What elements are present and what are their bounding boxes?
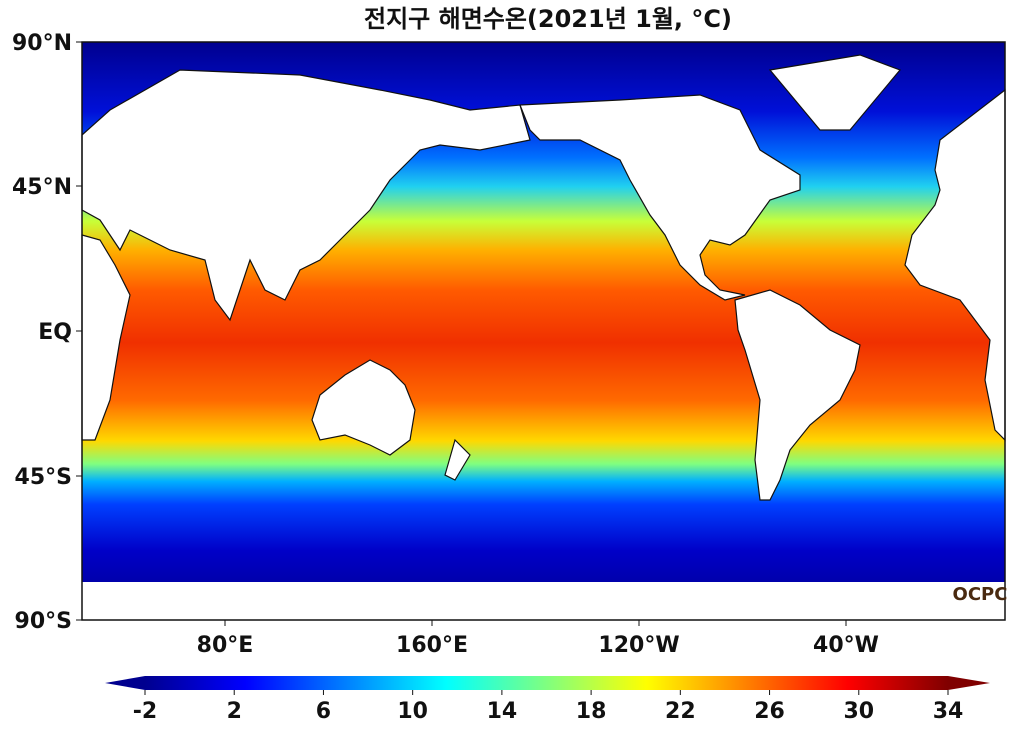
colorbar-tick-label: 34 — [933, 699, 964, 724]
title: 전지구 해면수온(2021년 1월, °C) — [364, 5, 732, 33]
africa — [81, 234, 131, 441]
x-tick-label: 120°W — [598, 633, 679, 658]
colorbar-tick-label: 18 — [576, 699, 607, 724]
colorbar-tick-label: 10 — [397, 699, 428, 724]
colorbar-tick-label: 2 — [227, 699, 242, 724]
credit: OCPC — [953, 584, 1008, 605]
antarctica — [82, 582, 1005, 620]
colorbar-tick-label: -2 — [133, 699, 157, 724]
y-tick-label: 90°S — [15, 609, 72, 634]
x-tick-label: 80°E — [197, 633, 254, 658]
australia — [311, 359, 416, 456]
colorbar-tick-label: 6 — [316, 699, 331, 724]
colorbar-tick-label: 26 — [754, 699, 785, 724]
y-tick-label: EQ — [38, 320, 72, 345]
y-tick-label: 90°N — [12, 31, 72, 56]
colorbar-tick-label: 22 — [665, 699, 696, 724]
north-america — [519, 94, 801, 301]
colorbar-tick-label: 14 — [487, 699, 518, 724]
colorbar: -2 2 6 10 14 18 22 26 30 34 — [105, 676, 990, 724]
colorbar-extend-low — [105, 676, 145, 690]
y-tick-label: 45°S — [15, 465, 72, 490]
colorbar-extend-high — [948, 676, 990, 690]
x-tick-label: 160°E — [396, 633, 468, 658]
colorbar-scale — [145, 676, 948, 690]
europe-africa-east — [904, 88, 1006, 442]
new-zealand — [444, 438, 471, 481]
y-tick-label: 45°N — [12, 175, 72, 200]
south-america — [734, 289, 861, 501]
map: OCPC — [81, 41, 1008, 621]
colorbar-tick-label: 30 — [843, 699, 874, 724]
eurasia — [81, 69, 531, 322]
x-tick-label: 40°W — [813, 633, 879, 658]
greenland — [768, 54, 902, 131]
axes: 90°N 45°N EQ 45°S 90°S 80°E 160°E 120°W 40°W — [12, 31, 879, 658]
